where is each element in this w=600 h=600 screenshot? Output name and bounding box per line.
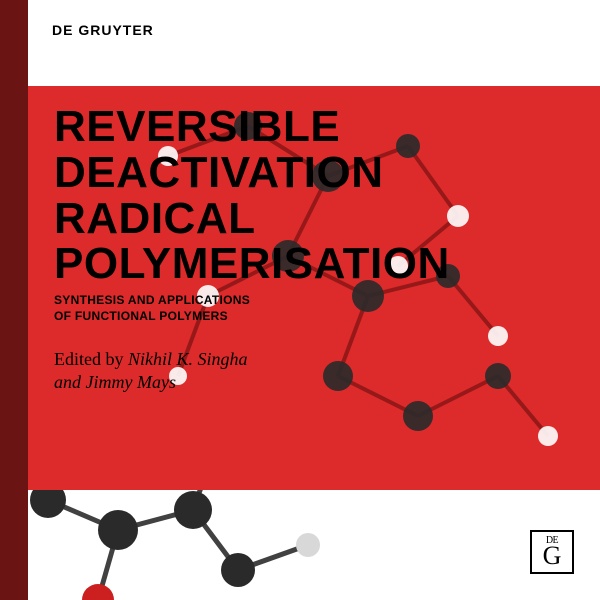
book-title: REVERSIBLE DEACTIVATION RADICAL POLYMERI… (54, 104, 580, 287)
title-line-2: DEACTIVATION (54, 150, 580, 196)
editor-and: and (54, 372, 86, 392)
book-cover: DE GRUYTER (0, 0, 600, 600)
top-white-band (28, 0, 600, 86)
editor-name-1: Nikhil K. Singha (128, 349, 248, 369)
title-line-4: POLYMERISATION (54, 241, 580, 287)
logo-bottom-text: G (543, 545, 562, 567)
title-line-3: RADICAL (54, 196, 580, 242)
red-panel: REVERSIBLE DEACTIVATION RADICAL POLYMERI… (28, 86, 600, 490)
edited-by-label: Edited by (54, 349, 128, 369)
book-subtitle: SYNTHESIS AND APPLICATIONS OF FUNCTIONAL… (54, 292, 250, 324)
subtitle-line-2: OF FUNCTIONAL POLYMERS (54, 309, 228, 323)
subtitle-line-1: SYNTHESIS AND APPLICATIONS (54, 293, 250, 307)
molecule-diagram-bottom (28, 490, 368, 600)
title-line-1: REVERSIBLE (54, 104, 580, 150)
editor-name-2: Jimmy Mays (86, 372, 176, 392)
publisher-name: DE GRUYTER (52, 22, 154, 38)
bottom-white-band: DE G (28, 490, 600, 600)
editors-line: Edited by Nikhil K. Singha and Jimmy May… (54, 348, 248, 393)
publisher-logo: DE G (530, 530, 574, 574)
spine-strip (0, 0, 28, 600)
